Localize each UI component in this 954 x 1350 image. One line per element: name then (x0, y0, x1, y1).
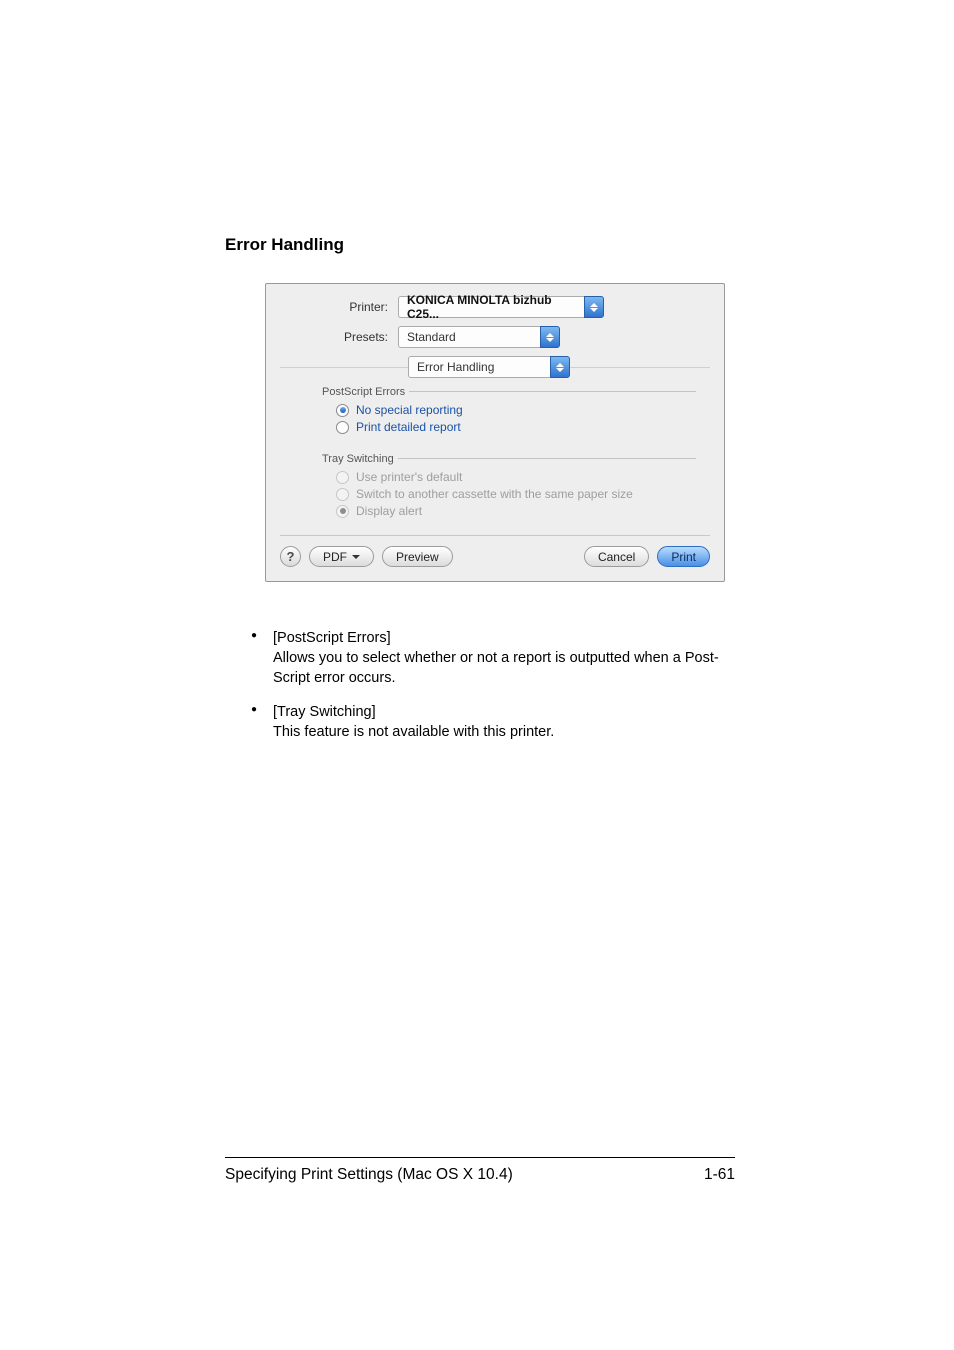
radio-label: Print detailed report (356, 420, 461, 434)
presets-value: Standard (398, 326, 540, 348)
footer-right: 1-61 (704, 1166, 735, 1184)
radio-label: Switch to another cassette with the same… (356, 487, 633, 501)
page-footer: Specifying Print Settings (Mac OS X 10.4… (225, 1157, 735, 1184)
radio-icon (336, 488, 349, 501)
radio-use-printers-default: Use printer's default (336, 470, 696, 484)
cancel-button[interactable]: Cancel (584, 546, 649, 567)
pdf-label: PDF (323, 550, 347, 564)
bullet-body: Allows you to select whether or not a re… (273, 650, 719, 686)
chevrons-icon (584, 296, 604, 318)
section-title: Error Handling (225, 235, 735, 255)
printer-select[interactable]: KONICA MINOLTA bizhub C25... (398, 296, 604, 318)
presets-label: Presets: (280, 330, 398, 344)
presets-select[interactable]: Standard (398, 326, 560, 348)
pdf-button[interactable]: PDF (309, 546, 374, 567)
print-dialog: Printer: KONICA MINOLTA bizhub C25... Pr… (265, 283, 725, 582)
radio-label: Display alert (356, 504, 422, 518)
radio-icon (336, 505, 349, 518)
radio-label: No special reporting (356, 403, 463, 417)
radio-icon (336, 471, 349, 484)
chevrons-icon (540, 326, 560, 348)
bullet-body: This feature is not available with this … (273, 724, 554, 740)
chevron-down-icon (352, 555, 360, 559)
radio-switch-cassette: Switch to another cassette with the same… (336, 487, 696, 501)
postscript-errors-group: PostScript Errors No special reporting P… (318, 384, 696, 443)
group-title: Tray Switching (318, 453, 398, 465)
preview-button[interactable]: Preview (382, 546, 453, 567)
notes-list: [PostScript Errors] Allows you to select… (251, 628, 735, 742)
divider (280, 535, 710, 536)
bullet-title: [PostScript Errors] (273, 630, 391, 646)
printer-label: Printer: (280, 300, 398, 314)
list-item: [Tray Switching] This feature is not ava… (251, 702, 735, 742)
divider (280, 367, 408, 368)
list-item: [PostScript Errors] Allows you to select… (251, 628, 735, 688)
pane-value: Error Handling (408, 356, 550, 378)
help-button[interactable]: ? (280, 546, 301, 567)
footer-left: Specifying Print Settings (Mac OS X 10.4… (225, 1166, 513, 1184)
tray-switching-group: Tray Switching Use printer's default Swi… (318, 451, 696, 527)
group-title: PostScript Errors (318, 386, 409, 398)
printer-value: KONICA MINOLTA bizhub C25... (398, 296, 584, 318)
radio-no-special-reporting[interactable]: No special reporting (336, 403, 696, 417)
radio-print-detailed-report[interactable]: Print detailed report (336, 420, 696, 434)
chevrons-icon (550, 356, 570, 378)
divider (225, 1157, 735, 1158)
print-button[interactable]: Print (657, 546, 710, 567)
radio-display-alert: Display alert (336, 504, 696, 518)
radio-icon (336, 421, 349, 434)
pane-select[interactable]: Error Handling (408, 356, 570, 378)
divider (570, 367, 710, 368)
radio-label: Use printer's default (356, 470, 462, 484)
bullet-title: [Tray Switching] (273, 704, 376, 720)
radio-icon (336, 404, 349, 417)
